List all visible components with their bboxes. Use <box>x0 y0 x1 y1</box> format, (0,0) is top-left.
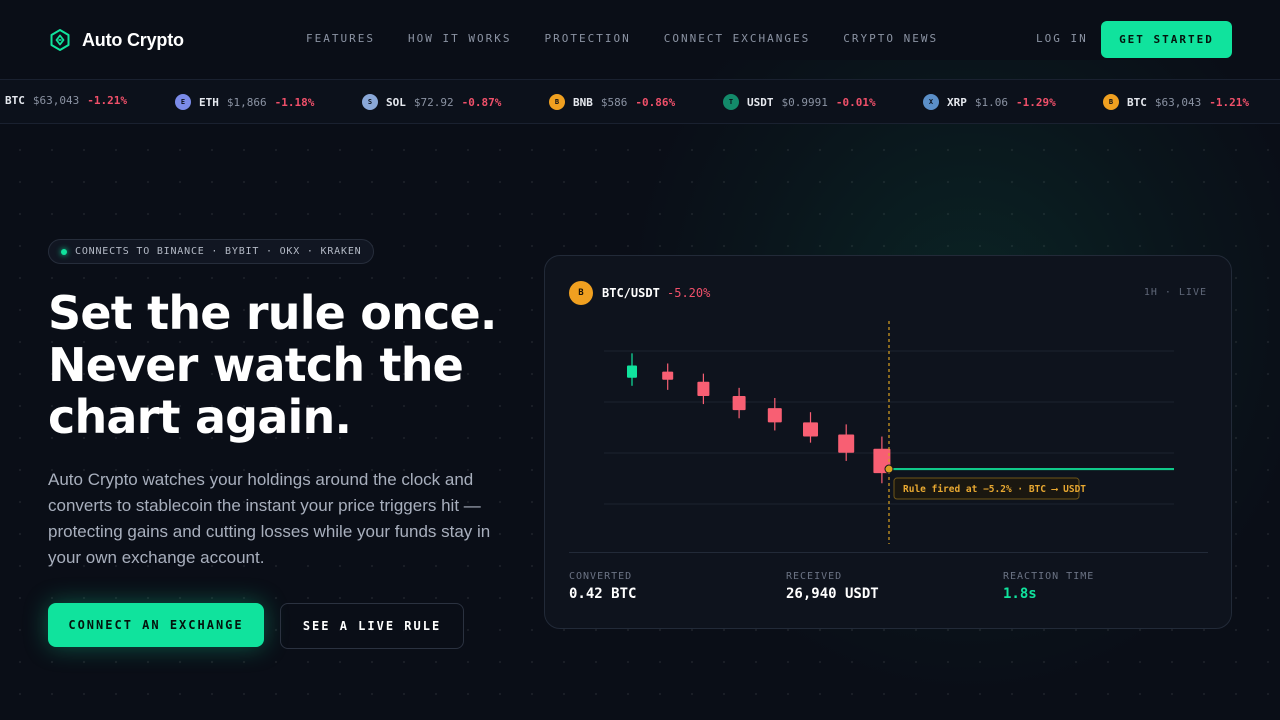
candle-body <box>803 422 818 437</box>
stat-received: RECEIVED 26,940 USDT <box>786 571 879 602</box>
rule-fired-label-box <box>893 477 1080 500</box>
top-navbar: Auto Crypto FEATURES HOW IT WORKS PROTEC… <box>0 0 1280 80</box>
xrp-coin-icon: X <box>923 94 939 110</box>
ticker-symbol: USDT <box>747 95 774 109</box>
nav-link-crypto-news[interactable]: CRYPTO NEWS <box>843 32 939 45</box>
ticker-change: -0.87% <box>461 95 502 109</box>
nav-link-how-it-works[interactable]: HOW IT WORKS <box>407 32 512 45</box>
btc-coin-icon: B <box>1103 94 1119 110</box>
pair-change: -5.20% <box>667 286 711 300</box>
candle-body <box>697 381 710 396</box>
btc-price-chart: Rule fired at −5.2% · BTC ⟶ USDT <box>604 321 1174 544</box>
candle-body <box>662 371 674 380</box>
ticker-change: -1.18% <box>274 95 315 109</box>
candle-body <box>627 365 637 378</box>
ticker-symbol: BTC <box>5 94 25 107</box>
connect-exchange-button[interactable]: CONNECT AN EXCHANGE <box>48 603 264 647</box>
ticker-change: -1.29% <box>1016 95 1056 109</box>
candle-body <box>732 395 746 411</box>
usdt-coin-icon: T <box>723 94 739 110</box>
hero-headline: Set the rule once. Never watch the chart… <box>48 287 528 443</box>
stat-label: RECEIVED <box>786 571 843 582</box>
ticker-price: $1,866 <box>226 95 267 109</box>
exchange-support-badge: CONNECTS TO BINANCE · BYBIT · OKX · KRAK… <box>48 239 375 264</box>
hexagon-shield-icon <box>50 29 70 51</box>
stat-label: REACTION TIME <box>1003 571 1095 582</box>
ticker-symbol: BNB <box>573 95 593 109</box>
ticker-price: $0.9991 <box>781 95 828 109</box>
rule-fired-label: Rule fired at −5.2% · BTC ⟶ USDT <box>903 484 1086 495</box>
ticker-symbol: ETH <box>199 95 219 109</box>
stat-label: CONVERTED <box>569 571 633 582</box>
headline-line: chart again. <box>48 390 352 444</box>
login-link[interactable]: LOG IN <box>1036 32 1088 45</box>
ticker-change: -1.21% <box>87 94 127 107</box>
ticker-symbol: SOL <box>386 95 406 109</box>
nav-link-features[interactable]: FEATURES <box>306 32 375 45</box>
stat-value: 0.42 BTC <box>569 586 637 602</box>
hero-description: Auto Crypto watches your holdings around… <box>48 470 491 567</box>
ticker-price: $72.92 <box>413 95 454 109</box>
status-dot-icon <box>61 248 67 255</box>
ticker-item[interactable]: E ETH $1,866 -1.18% <box>175 94 314 110</box>
ticker-change: -0.86% <box>635 95 676 109</box>
stat-reaction-time: REACTION TIME 1.8s <box>1003 571 1094 602</box>
ticker-price: $586 <box>600 95 628 109</box>
stat-value: 1.8s <box>1003 586 1037 602</box>
ticker-item[interactable]: B BTC $63,043 -1.21% <box>1103 94 1249 110</box>
ticker-symbol: BTC <box>1127 95 1147 109</box>
nav-link-protection[interactable]: PROTECTION <box>544 32 631 45</box>
candle-body <box>838 434 855 453</box>
headline-line: Never watch the <box>48 338 464 392</box>
nav-link-connect-exchanges[interactable]: CONNECT EXCHANGES <box>663 32 811 45</box>
candle-body <box>767 408 782 423</box>
ticker-change: -1.21% <box>1209 95 1249 109</box>
trigger-point <box>884 464 894 474</box>
ticker-item[interactable]: S SOL $72.92 -0.87% <box>362 94 501 110</box>
divider <box>569 552 1208 553</box>
eth-coin-icon: E <box>175 94 191 110</box>
stat-value: 26,940 USDT <box>786 586 879 602</box>
ticker-price: $1.06 <box>974 95 1008 109</box>
ticker-item[interactable]: BTC $63,043 -1.21% <box>5 94 127 107</box>
brand-logo[interactable]: Auto Crypto <box>48 28 184 52</box>
see-live-rule-button[interactable]: SEE A LIVE RULE <box>280 603 464 649</box>
bnb-coin-icon: B <box>549 94 565 110</box>
ticker-change: -0.01% <box>835 95 876 109</box>
ticker-item[interactable]: B BNB $586 -0.86% <box>549 94 675 110</box>
nav-links: FEATURES HOW IT WORKS PROTECTION CONNECT… <box>306 32 938 45</box>
ticker-price: $63,043 <box>32 94 80 107</box>
trading-pair: BTC/USDT <box>602 286 660 300</box>
headline-line: Set the rule once. <box>48 286 497 340</box>
ticker-price: $63,043 <box>1154 95 1202 109</box>
ticker-symbol: XRP <box>947 95 967 109</box>
timeframe-label: 1H · LIVE <box>1143 287 1207 298</box>
btc-coin-icon: B <box>569 281 593 305</box>
get-started-button[interactable]: GET STARTED <box>1101 21 1232 58</box>
ticker-item[interactable]: T USDT $0.9991 -0.01% <box>723 94 876 110</box>
live-rule-card: Rule fired at −5.2% · BTC ⟶ USDT B BTC/U… <box>544 255 1232 629</box>
ticker-item[interactable]: X XRP $1.06 -1.29% <box>923 94 1056 110</box>
badge-text: CONNECTS TO BINANCE · BYBIT · OKX · KRAK… <box>75 246 362 257</box>
price-ticker: BTC $63,043 -1.21% E ETH $1,866 -1.18% S… <box>0 80 1280 124</box>
stat-converted: CONVERTED 0.42 BTC <box>569 571 636 602</box>
brand-name: Auto Crypto <box>82 29 184 50</box>
sol-coin-icon: S <box>362 94 378 110</box>
